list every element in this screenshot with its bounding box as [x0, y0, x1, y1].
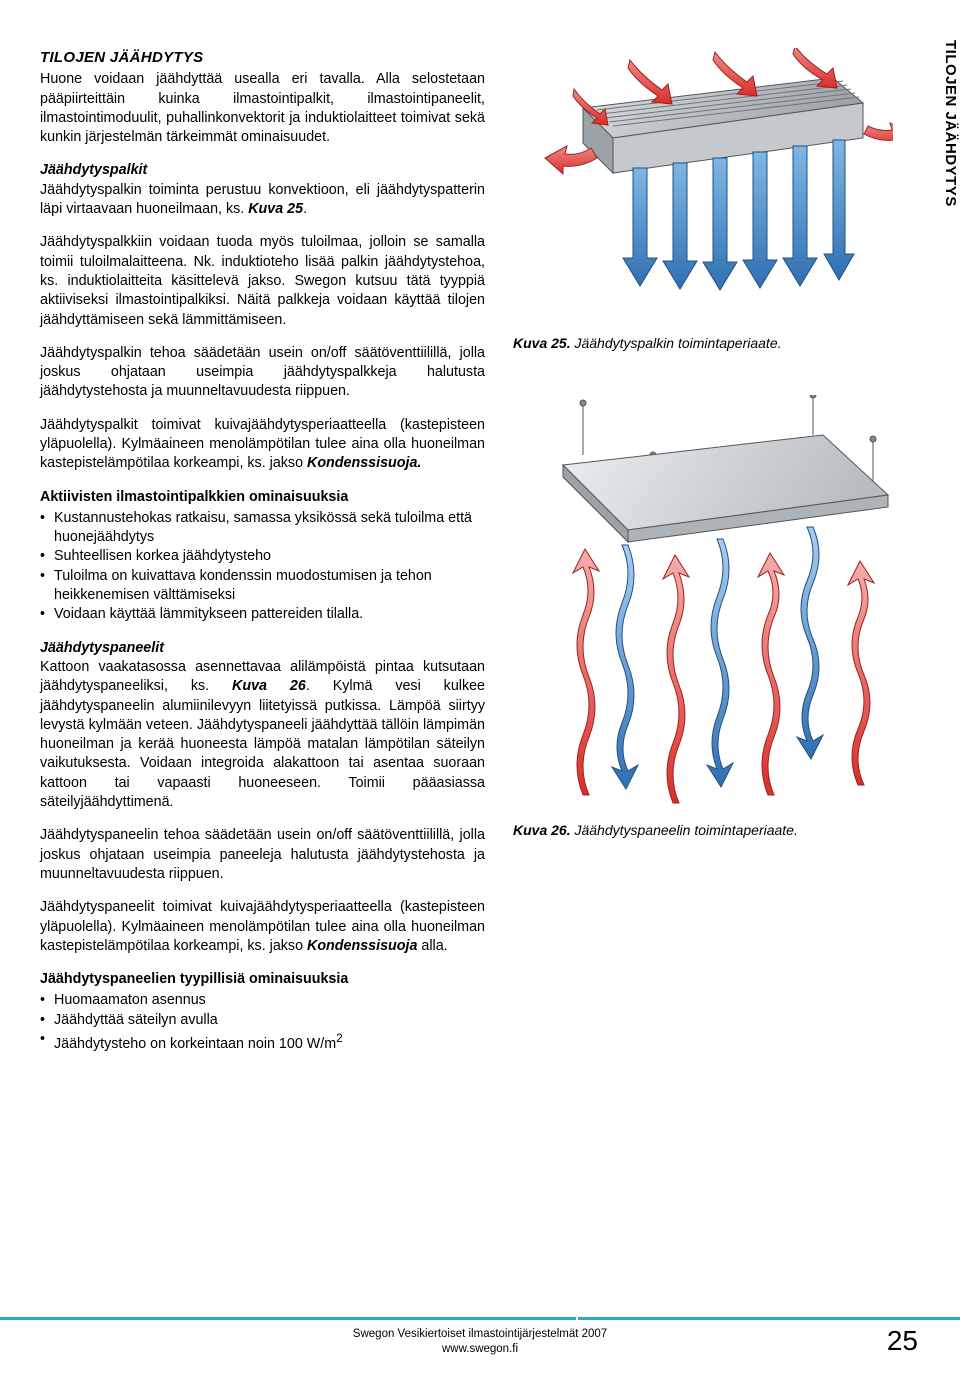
heading-palkit: Jäähdytyspalkit: [40, 161, 485, 180]
list-item: Suhteellisen korkea jäähdytysteho: [40, 547, 485, 566]
p-palkit-2: Jäähdytyspalkkiin voidaan tuoda myös tul…: [40, 233, 485, 329]
list-aktiiv: Kustannustehokas ratkaisu, samassa yksik…: [40, 509, 485, 625]
list-item: Jäähdytysteho on korkeintaan noin 100 W/…: [40, 1030, 485, 1054]
figure-26: [513, 395, 920, 815]
ref-kuva26: Kuva 26: [232, 678, 306, 694]
text: Jäähdytysteho on korkeintaan noin 100 W/…: [54, 1036, 336, 1052]
p-paneelit-1: Kattoon vaakatasossa asennettavaa aliläm…: [40, 658, 485, 812]
p-palkit-1: Jäähdytyspalkin toiminta perustuu konvek…: [40, 181, 485, 220]
ref-kuva25: Kuva 25: [248, 201, 303, 217]
list-item: Voidaan käyttää lämmitykseen pattereiden…: [40, 605, 485, 624]
text: .: [303, 201, 307, 217]
list-paneelit: Huomaamaton asennus Jäähdyttää säteilyn …: [40, 991, 485, 1054]
ref-kondenssisuoja-2: Kondenssisuoja: [307, 938, 417, 954]
p-paneelit-2: Jäähdytyspaneelin tehoa säädetään usein …: [40, 826, 485, 884]
list-item: Tuloilma on kuivattava kondenssin muodos…: [40, 567, 485, 606]
caption-label: Kuva 25.: [513, 335, 571, 351]
footer-bar: [0, 1317, 960, 1320]
left-column: TILOJEN JÄÄHDYTYS Huone voidaan jäähdytt…: [40, 48, 485, 1068]
text: . Kylmä vesi kulkee jäähdytyspaneelin al…: [40, 678, 485, 810]
heading-aktiiv: Aktiivisten ilmastointipalkkien ominaisu…: [40, 488, 485, 507]
caption-text: Jäähdytyspalkin toimintaperiaate.: [571, 335, 782, 351]
list-item: Huomaamaton asennus: [40, 991, 485, 1010]
caption-label: Kuva 26.: [513, 822, 571, 838]
list-item: Jäähdyttää säteilyn avulla: [40, 1011, 485, 1030]
footer-line1: Swegon Vesikiertoiset ilmastointijärjest…: [353, 1328, 607, 1340]
footer-text: Swegon Vesikiertoiset ilmastointijärjest…: [0, 1327, 960, 1358]
page-number: 25: [887, 1322, 918, 1360]
ref-kondenssisuoja: Kondenssisuoja.: [307, 455, 421, 471]
heading-pan-om: Jäähdytyspaneelien tyypillisiä ominaisuu…: [40, 970, 485, 989]
page-title: TILOJEN JÄÄHDYTYS: [40, 48, 485, 68]
fig25-svg: [513, 48, 893, 328]
p-palkit-3: Jäähdytyspalkin tehoa säädetään usein on…: [40, 344, 485, 402]
fig26-svg: [513, 395, 893, 815]
p-palkit-4: Jäähdytyspalkit toimivat kuivajäähdytysp…: [40, 416, 485, 474]
side-tab: TILOJEN JÄÄHDYTYS: [928, 40, 960, 207]
caption-26: Kuva 26. Jäähdytyspaneelin toimintaperia…: [513, 821, 920, 840]
main-columns: TILOJEN JÄÄHDYTYS Huone voidaan jäähdytt…: [40, 48, 920, 1068]
right-column: Kuva 25. Jäähdytyspalkin toimintaperiaat…: [513, 48, 920, 1068]
caption-25: Kuva 25. Jäähdytyspalkin toimintaperiaat…: [513, 334, 920, 353]
heading-paneelit: Jäähdytyspaneelit: [40, 639, 485, 658]
caption-text: Jäähdytyspaneelin toimintaperiaate.: [571, 822, 798, 838]
intro-paragraph: Huone voidaan jäähdyttää usealla eri tav…: [40, 70, 485, 147]
list-item: Kustannustehokas ratkaisu, samassa yksik…: [40, 509, 485, 548]
figure-25: [513, 48, 920, 328]
text: alla.: [417, 938, 447, 954]
footer-line2: www.swegon.fi: [442, 1343, 518, 1355]
p-paneelit-3: Jäähdytyspaneelit toimivat kuivajäähdyty…: [40, 898, 485, 956]
superscript: 2: [336, 1031, 343, 1045]
